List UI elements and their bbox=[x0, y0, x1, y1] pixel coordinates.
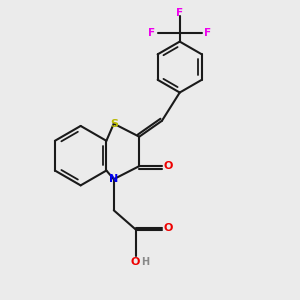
Text: S: S bbox=[110, 119, 118, 129]
Text: F: F bbox=[204, 28, 211, 38]
Text: H: H bbox=[141, 257, 149, 267]
Text: F: F bbox=[176, 8, 183, 18]
Text: O: O bbox=[164, 161, 173, 171]
Text: F: F bbox=[148, 28, 155, 38]
Text: N: N bbox=[109, 174, 119, 184]
Text: O: O bbox=[164, 224, 173, 233]
Text: O: O bbox=[130, 257, 140, 267]
